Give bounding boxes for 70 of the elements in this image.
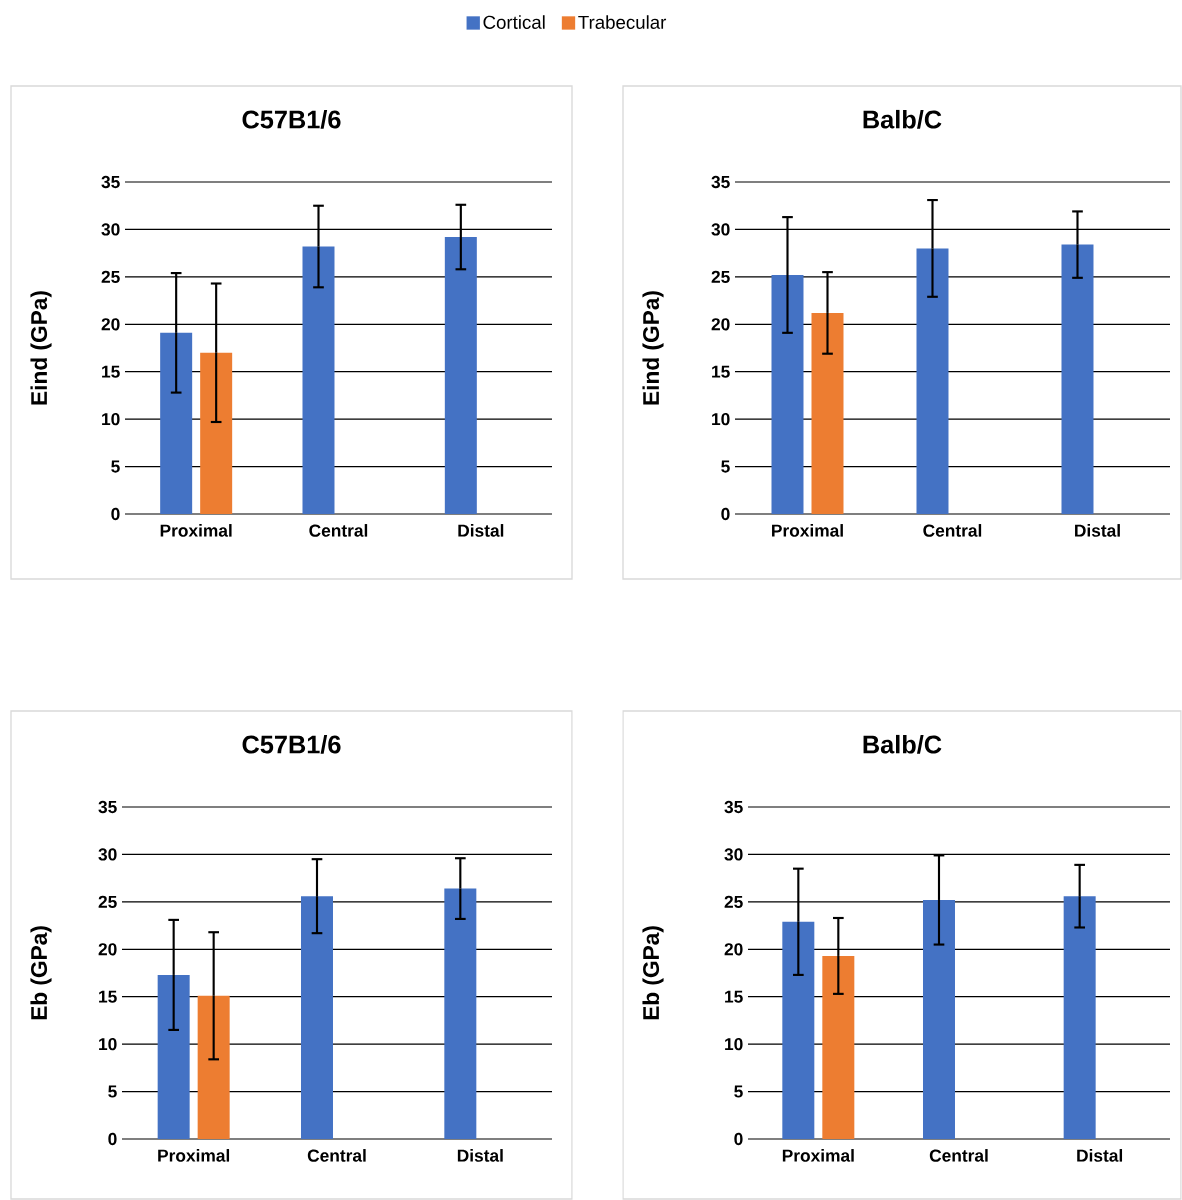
y-tick-label: 25 xyxy=(711,270,730,283)
y-tick-label: 35 xyxy=(711,175,730,189)
y-tick-label: 15 xyxy=(99,990,117,1003)
chart-title: C57B1/6 xyxy=(242,734,341,754)
y-axis-title: Eb (GPa) xyxy=(642,926,664,1020)
y-tick-label: 10 xyxy=(102,413,120,426)
bar xyxy=(444,237,477,515)
chart-title: Balb/C xyxy=(863,109,942,129)
x-tick-label: Central xyxy=(309,524,368,537)
y-tick-label: 25 xyxy=(98,895,117,908)
x-tick-label: Proximal xyxy=(160,524,232,537)
y-tick-label: 25 xyxy=(724,895,743,908)
y-tick-label: 5 xyxy=(721,460,730,473)
y-tick-label: 30 xyxy=(98,848,117,861)
y-tick-label: 30 xyxy=(101,223,120,236)
y-tick-label: 10 xyxy=(725,1038,743,1051)
y-tick-label: 35 xyxy=(101,175,120,189)
x-tick-label: Proximal xyxy=(158,1149,230,1162)
x-tick-label: Proximal xyxy=(772,524,843,537)
bar xyxy=(197,995,230,1140)
bar xyxy=(923,899,955,1140)
bar xyxy=(302,246,335,515)
y-axis-title: Eind (GPa) xyxy=(30,291,52,405)
y-tick-label: 15 xyxy=(725,990,743,1003)
x-tick-label: Central xyxy=(307,1149,366,1162)
x-tick-label: Proximal xyxy=(782,1149,854,1162)
x-tick-label: Central xyxy=(929,1149,988,1162)
x-tick-label: Central xyxy=(923,524,982,537)
bar xyxy=(916,248,949,515)
y-tick-label: 0 xyxy=(108,1132,117,1146)
bar xyxy=(300,896,333,1140)
x-tick-label: Distal xyxy=(1077,1149,1123,1162)
bar xyxy=(782,921,815,1140)
y-tick-label: 0 xyxy=(734,1132,743,1146)
y-tick-label: 10 xyxy=(712,413,730,426)
y-tick-label: 0 xyxy=(721,507,730,521)
y-tick-label: 15 xyxy=(712,365,730,378)
bar xyxy=(160,332,193,515)
y-tick-label: 5 xyxy=(734,1085,743,1098)
bar xyxy=(1063,896,1096,1140)
bar xyxy=(771,274,804,515)
x-tick-label: Distal xyxy=(1075,524,1120,537)
y-tick-label: 20 xyxy=(98,943,117,956)
y-tick-label: 30 xyxy=(724,848,743,861)
y-tick-label: 20 xyxy=(711,318,730,331)
chart-title: C57B1/6 xyxy=(242,109,341,129)
bar xyxy=(822,955,855,1140)
y-tick-label: 10 xyxy=(99,1038,117,1051)
bar xyxy=(157,974,190,1140)
y-tick-label: 0 xyxy=(111,507,120,521)
y-tick-label: 5 xyxy=(111,460,120,473)
bar xyxy=(200,352,233,515)
legend-label: Trabecular xyxy=(578,15,667,29)
y-tick-label: 30 xyxy=(711,223,730,236)
y-tick-label: 20 xyxy=(724,943,743,956)
y-tick-label: 5 xyxy=(108,1085,117,1098)
y-tick-label: 35 xyxy=(724,800,743,814)
x-tick-label: Distal xyxy=(457,1149,503,1162)
chart-title: Balb/C xyxy=(863,734,942,754)
x-tick-label: Distal xyxy=(458,524,504,537)
legend-label: Cortical xyxy=(483,15,545,29)
y-tick-label: 35 xyxy=(98,800,117,814)
y-tick-label: 20 xyxy=(101,318,120,331)
y-axis-title: Eb (GPa) xyxy=(30,926,52,1020)
bar xyxy=(1061,244,1094,515)
y-axis-title: Eind (GPa) xyxy=(642,291,664,405)
bar xyxy=(811,312,844,515)
bar xyxy=(444,888,477,1140)
y-tick-label: 25 xyxy=(101,270,120,283)
y-tick-label: 15 xyxy=(102,365,120,378)
